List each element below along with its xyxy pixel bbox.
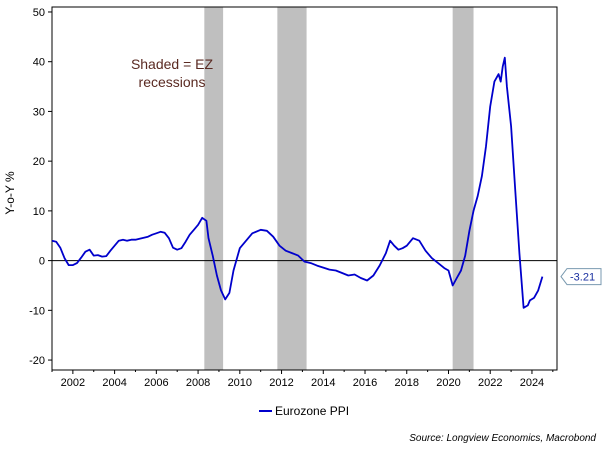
x-tick-label: 2014 [311, 377, 335, 389]
x-tick-label: 2010 [228, 377, 252, 389]
recession-shading [204, 7, 474, 370]
y-tick-label: -20 [29, 355, 45, 367]
legend-label: Eurozone PPI [275, 404, 349, 418]
y-tick-label: 20 [33, 156, 45, 168]
legend: Eurozone PPI [259, 404, 349, 418]
y-tick-label: 10 [33, 206, 45, 218]
callout-shape [560, 268, 602, 286]
y-axis-title: Y-o-Y % [3, 171, 17, 215]
plot-frame [51, 6, 558, 371]
recession-band-3 [452, 7, 474, 370]
series-line-eurozone-ppi [51, 56, 544, 309]
x-tick-label: 2004 [102, 377, 126, 389]
x-tick-label: 2022 [478, 377, 502, 389]
annotation-line-1: Shaded = EZ [131, 56, 214, 72]
x-axis: 2002 2004 2006 2008 2010 2012 2014 2016 2018 2020… [51, 370, 554, 389]
x-tick-label: 2018 [395, 377, 419, 389]
y-tick-label: 50 [33, 7, 45, 19]
y-tick-label: -10 [29, 305, 45, 317]
x-tick-label: 2020 [436, 377, 460, 389]
series-layer [51, 56, 544, 309]
x-tick-label: 2016 [353, 377, 377, 389]
x-tick-label: 2024 [520, 377, 544, 389]
recession-band-2 [277, 7, 307, 370]
x-tick-label: 2012 [269, 377, 293, 389]
y-axis: -20 -10 0 10 20 30 40 50 [29, 7, 52, 367]
last-value-callout: -3.21 [560, 268, 602, 286]
y-tick-label: 30 [33, 106, 45, 118]
x-tick-label: 2008 [186, 377, 210, 389]
x-tick-label: 2006 [144, 377, 168, 389]
y-tick-label: 0 [39, 256, 45, 268]
annotation-line-2: recessions [139, 74, 206, 90]
source-note: Source: Longview Economics, Macrobond [409, 433, 596, 444]
last-value-label: -3.21 [570, 272, 595, 284]
y-tick-label: 40 [33, 57, 45, 69]
x-tick-label: 2002 [61, 377, 85, 389]
